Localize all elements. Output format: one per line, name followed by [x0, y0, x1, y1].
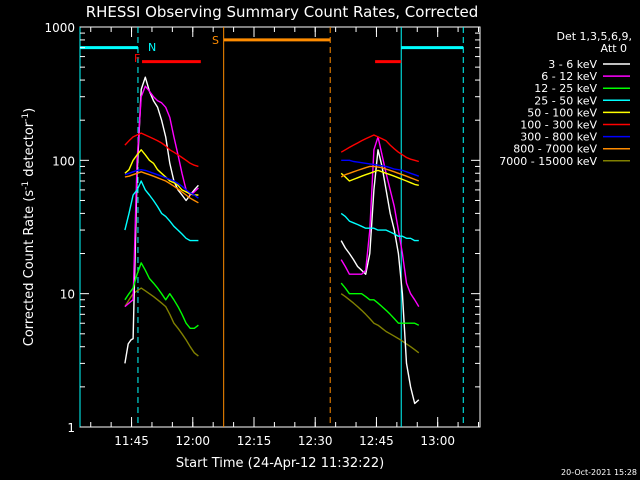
y-axis-label-mid: detector [22, 121, 37, 181]
legend-label-4: 50 - 100 keV [527, 106, 597, 119]
x-axis: 11:45 12:00 12:15 12:30 12:45 13:00 [90, 27, 479, 448]
x-tick-label-2: 12:15 [237, 434, 272, 448]
series-line-4-1 [340, 169, 419, 186]
series-line-6-0 [124, 168, 199, 199]
series-line-2-0 [124, 262, 199, 329]
marker-label-n: N [148, 41, 156, 54]
y-axis-label-end: ) [22, 108, 37, 113]
legend-label-1: 6 - 12 keV [541, 70, 597, 83]
series-line-7-0 [124, 171, 199, 204]
legend-label-8: 7000 - 15000 keV [499, 155, 597, 168]
x-tick-label-5: 13:00 [420, 434, 455, 448]
series-line-3-0 [124, 180, 199, 242]
y-tick-label-0: 1000 [44, 21, 75, 35]
y-axis-label-sup1: -1 [21, 181, 31, 190]
chart-title: RHESSI Observing Summary Count Rates, Co… [86, 3, 479, 21]
legend-label-6: 300 - 800 keV [520, 131, 597, 144]
legend-label-3: 25 - 50 keV [534, 94, 597, 107]
series-line-1-1 [340, 136, 420, 307]
series-line-8-0 [124, 287, 199, 357]
series-line-5-0 [124, 132, 199, 168]
plot-area [79, 26, 481, 428]
series-line-0-0 [124, 76, 199, 364]
legend-header-1: Det 1,3,5,6,9, [556, 30, 632, 43]
y-axis: 1000 100 10 1 [44, 21, 480, 435]
y-tick-label-1: 100 [52, 154, 75, 168]
series-line-6-1 [341, 159, 420, 177]
plot-frame [79, 26, 481, 428]
y-axis-label: Corrected Count Rate (s-1 detector-1) [21, 108, 37, 346]
legend-header-2: Att 0 [601, 42, 627, 55]
series-line-0-1 [340, 149, 420, 405]
series-line-4-0 [124, 149, 199, 196]
legend-label-5: 100 - 300 keV [520, 119, 597, 132]
y-tick-label-2: 10 [60, 288, 75, 302]
y-axis-label-sup2: -1 [21, 113, 31, 122]
series-layer [124, 76, 420, 405]
x-tick-label-3: 12:30 [298, 434, 333, 448]
x-tick-label-4: 12:45 [359, 434, 394, 448]
x-tick-label-0: 11:45 [114, 434, 149, 448]
y-tick-label-3: 1 [67, 421, 75, 435]
time-markers [79, 27, 464, 427]
series-line-3-1 [340, 212, 419, 242]
legend-label-2: 12 - 25 keV [534, 82, 597, 95]
legend-label-0: 3 - 6 keV [548, 58, 597, 71]
footer-date: 20-Oct-2021 15:28 [561, 468, 637, 477]
x-tick-label-1: 12:00 [175, 434, 210, 448]
x-axis-label: Start Time (24-Apr-12 11:32:22) [176, 456, 384, 471]
marker-label-s: S [212, 34, 219, 47]
y-axis-label-main: Corrected Count Rate (s [22, 190, 37, 347]
legend-label-7: 800 - 7000 keV [513, 143, 597, 156]
series-line-2-1 [340, 282, 420, 326]
series-line-7-1 [340, 165, 420, 182]
marker-label-f: F [134, 52, 140, 65]
series-line-5-1 [340, 134, 419, 163]
